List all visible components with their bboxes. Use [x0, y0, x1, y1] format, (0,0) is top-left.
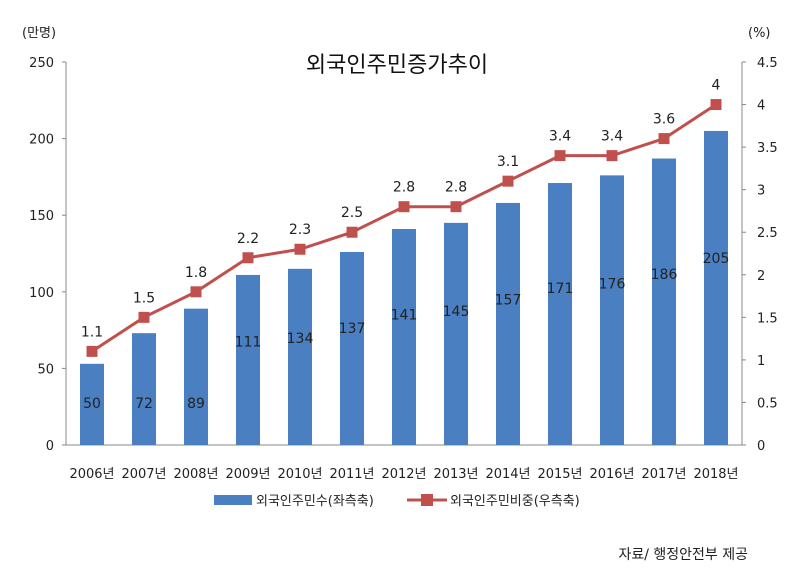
x-tick-label: 2011년 [329, 467, 374, 482]
bar [236, 274, 260, 445]
bar [184, 308, 208, 445]
line-value-label: 3.4 [549, 129, 571, 145]
line-value-label: 1.8 [185, 265, 207, 281]
line-value-label: 1.5 [133, 290, 155, 306]
left-tick-label: 150 [29, 209, 54, 224]
right-tick-label: 3 [757, 184, 765, 199]
left-tick-label: 50 [37, 362, 54, 377]
x-tick-label: 2007년 [121, 467, 166, 482]
bar [80, 363, 104, 445]
legend-bar-swatch [214, 495, 252, 505]
bar [132, 333, 156, 445]
right-axis-ticks: 0 0.5 1 1.5 2 2.5 3 3.5 4 4.5 [742, 56, 778, 454]
bar-value-label: 176 [599, 277, 626, 293]
bar [496, 202, 520, 445]
line-marker [450, 201, 462, 213]
legend-bar-label: 외국인주민수(좌측축) [256, 494, 374, 509]
bar-value-label: 134 [287, 331, 314, 347]
bar-value-label: 141 [391, 308, 418, 324]
x-tick-label: 2008년 [173, 467, 218, 482]
line-marker [242, 252, 254, 264]
line-value-label: 4 [712, 78, 721, 94]
bar [444, 222, 468, 445]
line-value-label: 2.2 [237, 231, 259, 247]
right-tick-label: 4.5 [757, 56, 778, 71]
left-tick-label: 200 [29, 133, 54, 148]
line-marker [658, 133, 670, 145]
x-tick-label: 2017년 [641, 467, 686, 482]
bar-value-label: 145 [443, 304, 470, 320]
line-marker [398, 201, 410, 213]
right-tick-label: 2.5 [757, 226, 778, 241]
right-tick-label: 1 [757, 354, 765, 369]
x-tick-label: 2009년 [225, 467, 270, 482]
right-tick-label: 4 [757, 99, 765, 114]
line-series: 1.1 1.5 1.8 2.2 2.3 2.5 2.8 2.8 3.1 3.4 3.4 3.6 4 [81, 78, 722, 357]
line-marker [294, 243, 306, 255]
line-marker [138, 311, 150, 323]
bar [392, 228, 416, 445]
right-tick-label: 1.5 [757, 311, 778, 326]
bar [548, 183, 572, 445]
right-tick-label: 0.5 [757, 396, 778, 411]
bar-value-label: 137 [339, 321, 366, 337]
bar-value-label: 50 [83, 396, 101, 412]
legend: 외국인주민수(좌측축) 외국인주민비중(우측축) [214, 494, 580, 509]
line-value-label: 3.4 [601, 129, 623, 145]
bar-value-label: 186 [651, 267, 678, 283]
legend-line-label: 외국인주민비중(우측축) [450, 494, 580, 509]
bar [600, 175, 624, 446]
bar-value-label: 205 [703, 251, 730, 267]
line-marker [190, 286, 202, 298]
line-value-label: 3.1 [497, 154, 519, 170]
bar-value-label: 111 [235, 334, 262, 350]
right-tick-label: 2 [757, 269, 765, 284]
line-value-label: 1.1 [81, 324, 103, 340]
right-tick-label: 3.5 [757, 141, 778, 156]
bar-value-label: 89 [187, 396, 205, 412]
bar [652, 158, 676, 446]
line-value-label: 2.5 [341, 205, 363, 221]
right-axis-unit: (%) [748, 26, 771, 41]
source-note: 자료/ 행정안전부 제공 [618, 547, 748, 563]
bar [704, 130, 728, 445]
left-tick-label: 0 [46, 439, 54, 454]
right-tick-label: 0 [757, 439, 765, 454]
line-value-label: 2.3 [289, 222, 311, 238]
x-tick-label: 2012년 [381, 467, 426, 482]
line-marker [710, 99, 722, 111]
x-axis-categories: 2006년 2007년 2008년 2009년 2010년 2011년 2012년 2013년… [69, 467, 738, 482]
line-value-label: 2.8 [393, 180, 415, 196]
x-tick-label: 2006년 [69, 467, 114, 482]
line-marker [606, 150, 618, 162]
line-marker [502, 175, 514, 187]
x-tick-label: 2013년 [433, 467, 478, 482]
x-tick-label: 2016년 [589, 467, 634, 482]
legend-line-marker [421, 494, 433, 506]
bar [340, 251, 364, 445]
line-marker [554, 150, 566, 162]
bar-value-label: 157 [495, 293, 522, 309]
bar [288, 268, 312, 445]
line-value-label: 2.8 [445, 180, 467, 196]
bar-series: 50 72 89 111 134 137 141 145 157 171 176 186 205 [80, 130, 730, 446]
x-tick-label: 2015년 [537, 467, 582, 482]
bar-value-label: 171 [547, 281, 574, 297]
x-tick-label: 2018년 [693, 467, 738, 482]
left-tick-label: 250 [29, 56, 54, 71]
left-axis-ticks: 0 50 100 150 200 250 [29, 56, 66, 454]
x-tick-label: 2014년 [485, 467, 530, 482]
left-axis-unit: (만명) [22, 26, 56, 41]
bar-value-label: 72 [135, 396, 153, 412]
chart-title: 외국인주민증가추이 [306, 53, 488, 78]
line-marker [346, 226, 358, 238]
line-value-label: 3.6 [653, 112, 675, 128]
line-marker [86, 345, 98, 357]
left-tick-label: 100 [29, 286, 54, 301]
x-tick-label: 2010년 [277, 467, 322, 482]
